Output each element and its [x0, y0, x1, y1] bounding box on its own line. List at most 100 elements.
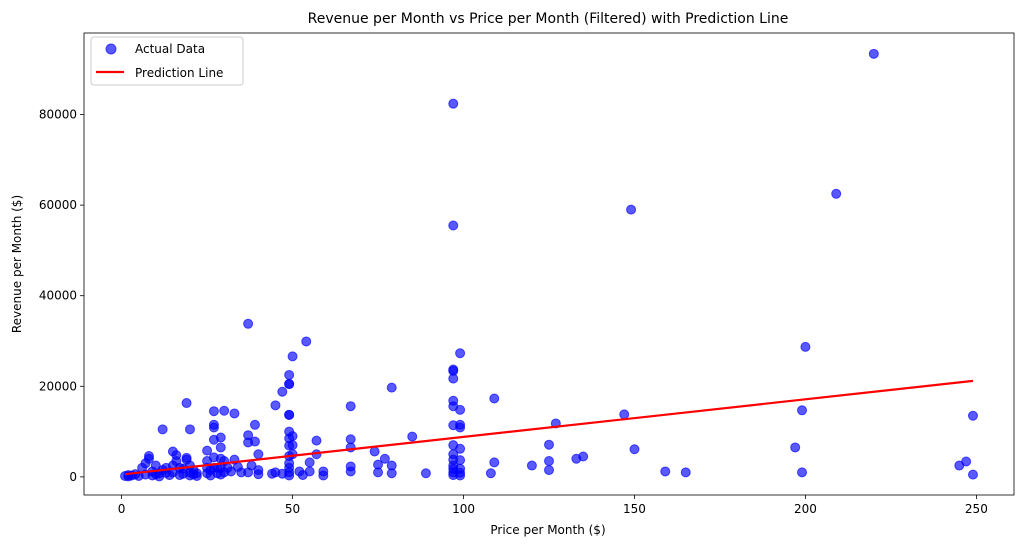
y-tick-label: 80000 — [39, 108, 77, 122]
data-point — [284, 369, 295, 380]
data-point — [157, 424, 168, 435]
x-tick-label: 100 — [452, 502, 475, 516]
data-point — [489, 393, 500, 404]
legend-label-prediction-line: Prediction Line — [135, 66, 223, 80]
data-point — [301, 336, 312, 347]
data-point — [249, 419, 260, 430]
data-point — [967, 410, 978, 421]
data-point — [448, 373, 459, 384]
x-tick-label: 0 — [118, 502, 126, 516]
data-point — [270, 400, 281, 411]
data-point — [680, 467, 691, 478]
y-tick-label: 0 — [69, 470, 77, 484]
data-point — [304, 457, 315, 468]
data-point — [215, 432, 226, 443]
data-point — [386, 382, 397, 393]
data-point — [226, 466, 237, 477]
data-point — [831, 188, 842, 199]
data-point — [455, 422, 466, 433]
y-tick-label: 20000 — [39, 379, 77, 393]
data-point — [420, 468, 431, 479]
data-point — [967, 469, 978, 480]
data-point — [626, 204, 637, 215]
x-axis-ticks: 0 50 100 150 200 250 — [118, 495, 988, 516]
data-point — [287, 351, 298, 362]
data-point — [311, 435, 322, 446]
y-axis-ticks: 0 20000 40000 60000 80000 — [39, 108, 84, 484]
x-tick-label: 50 — [285, 502, 300, 516]
data-point — [790, 442, 801, 453]
data-point — [171, 450, 182, 461]
data-point — [284, 470, 295, 481]
data-point — [961, 456, 972, 467]
data-point — [215, 442, 226, 453]
data-point — [373, 467, 384, 478]
data-point — [455, 404, 466, 415]
data-point — [448, 220, 459, 231]
data-point — [318, 470, 329, 481]
legend-marker-actual-data — [105, 43, 117, 55]
data-point — [219, 405, 230, 416]
data-point — [455, 455, 466, 466]
data-point — [287, 440, 298, 451]
data-point — [345, 466, 356, 477]
data-point — [868, 48, 879, 59]
data-point — [455, 348, 466, 359]
data-point — [208, 406, 219, 417]
data-point — [277, 386, 288, 397]
data-point — [544, 465, 554, 476]
prediction-line-layer — [124, 379, 974, 476]
y-tick-label: 40000 — [39, 289, 77, 303]
legend-box — [90, 36, 244, 86]
data-point — [485, 468, 496, 479]
data-point — [386, 468, 397, 479]
data-point — [407, 431, 418, 442]
chart-title: Revenue per Month vs Price per Month (Fi… — [308, 11, 789, 27]
data-point — [544, 439, 554, 450]
x-tick-label: 200 — [794, 502, 817, 516]
data-point — [229, 408, 240, 419]
data-point — [284, 409, 295, 420]
data-point — [253, 449, 264, 460]
data-point — [660, 466, 671, 477]
data-point — [243, 318, 254, 329]
x-tick-label: 150 — [623, 502, 646, 516]
data-point — [208, 422, 219, 433]
data-point — [800, 341, 811, 352]
scatter-points — [120, 48, 978, 482]
data-point — [578, 451, 589, 462]
data-point — [448, 98, 459, 109]
data-point — [202, 445, 213, 456]
data-point — [797, 467, 808, 478]
y-axis-label: Revenue per Month ($) — [10, 195, 24, 333]
data-point — [629, 444, 640, 455]
data-point — [184, 424, 195, 435]
data-point — [253, 469, 264, 480]
x-axis-label: Price per Month ($) — [490, 523, 605, 537]
data-point — [249, 436, 260, 447]
legend: Actual Data Prediction Line — [90, 36, 244, 86]
data-point — [287, 431, 298, 442]
prediction-line — [124, 379, 974, 476]
data-point — [455, 443, 466, 454]
data-point — [619, 409, 630, 420]
data-point — [191, 470, 202, 481]
data-point — [284, 379, 295, 390]
data-point — [797, 405, 808, 416]
data-point — [369, 446, 380, 457]
y-tick-label: 60000 — [39, 198, 77, 212]
data-point — [379, 453, 390, 464]
data-point — [345, 401, 356, 412]
data-point — [544, 456, 554, 467]
data-point — [526, 460, 537, 471]
data-point — [455, 470, 466, 481]
data-point — [489, 457, 500, 468]
data-point — [143, 451, 154, 462]
plot-area-frame — [83, 32, 1015, 496]
x-tick-label: 250 — [965, 502, 988, 516]
data-point — [304, 466, 315, 477]
data-point — [287, 449, 298, 460]
data-point — [181, 398, 192, 409]
legend-label-actual-data: Actual Data — [135, 42, 205, 56]
